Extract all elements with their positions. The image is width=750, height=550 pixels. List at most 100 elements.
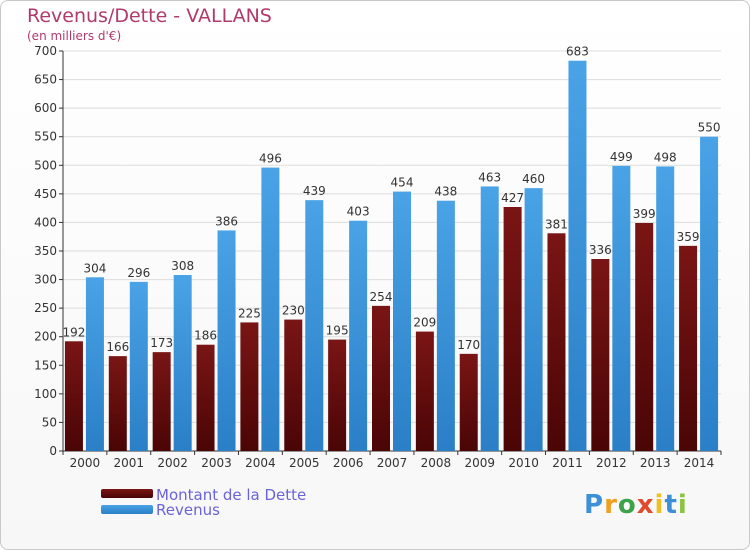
bar-revenue-2002: [173, 275, 192, 451]
x-tick-label-2005: 2005: [289, 456, 320, 470]
x-tick-label-2001: 2001: [114, 456, 145, 470]
bar-debt-2010: [503, 207, 522, 451]
bar-debt-2009: [459, 353, 478, 451]
bar-debt-2011: [547, 233, 566, 451]
legend-swatch-revenue: [101, 505, 153, 514]
bar-debt-2006: [328, 339, 347, 451]
bar-revenue-2000: [85, 277, 104, 451]
bar-debt-2003: [196, 344, 215, 451]
y-tick-label-250: 250: [34, 301, 57, 315]
data-label-revenue-2008: 438: [434, 185, 457, 199]
bar-revenue-2008: [436, 200, 455, 451]
data-label-debt-2013: 399: [633, 207, 656, 221]
y-tick-label-350: 350: [34, 244, 57, 258]
legend-label-debt: Montant de la Dette: [156, 486, 307, 504]
bar-revenue-2012: [612, 165, 631, 451]
y-tick-label-650: 650: [34, 73, 57, 87]
bar-revenue-2011: [568, 60, 587, 451]
x-tick-label-2006: 2006: [333, 456, 364, 470]
y-tick-label-50: 50: [42, 415, 57, 429]
bar-debt-2007: [372, 305, 390, 451]
logo-letter: x: [636, 490, 655, 520]
x-tick-label-2014: 2014: [684, 456, 715, 470]
bar-debt-2005: [284, 319, 303, 451]
data-label-debt-2010: 427: [501, 191, 524, 205]
data-label-debt-2003: 186: [194, 329, 217, 343]
data-label-revenue-2005: 439: [303, 184, 326, 198]
data-label-revenue-2013: 498: [654, 150, 677, 164]
x-tick-label-2008: 2008: [421, 456, 452, 470]
chart-title: Revenus/Dette - VALLANS: [27, 5, 272, 27]
data-label-debt-2008: 209: [413, 316, 436, 330]
data-label-revenue-2004: 496: [259, 152, 282, 166]
data-label-revenue-2009: 463: [478, 170, 501, 184]
data-label-revenue-2001: 296: [127, 266, 150, 280]
data-label-revenue-2007: 454: [391, 176, 414, 190]
bar-debt-2014: [679, 245, 698, 451]
bar-debt-2012: [591, 259, 610, 451]
data-label-debt-2001: 166: [106, 340, 129, 354]
bar-debt-2013: [635, 223, 654, 451]
data-label-revenue-2000: 304: [83, 261, 106, 275]
y-tick-label-0: 0: [49, 444, 57, 458]
data-label-debt-2011: 381: [545, 217, 568, 231]
logo-letter: t: [664, 490, 678, 520]
data-label-debt-2009: 170: [457, 338, 480, 352]
legend-swatch-debt: [101, 489, 153, 498]
bar-revenue-2007: [393, 191, 411, 452]
y-tick-label-150: 150: [34, 358, 57, 372]
x-tick-label-2000: 2000: [70, 456, 101, 470]
x-tick-label-2010: 2010: [508, 456, 539, 470]
x-tick-label-2002: 2002: [157, 456, 188, 470]
bar-revenue-2004: [261, 167, 280, 452]
data-label-revenue-2011: 683: [566, 45, 589, 59]
logo-letter: o: [617, 490, 637, 520]
bar-debt-2002: [152, 352, 171, 451]
chart-subtitle: (en milliers d'€): [27, 29, 122, 43]
bar-revenue-2013: [656, 166, 675, 451]
logo-letter: r: [604, 490, 618, 520]
y-tick-label-100: 100: [34, 387, 57, 401]
bar-debt-2001: [108, 356, 127, 451]
bar-revenue-2010: [524, 188, 543, 451]
logo-letter: i: [654, 490, 665, 520]
bar-revenue-2001: [129, 281, 148, 451]
logo-letter: i: [677, 490, 688, 520]
data-label-revenue-2006: 403: [347, 205, 370, 219]
y-tick-label-200: 200: [34, 330, 57, 344]
bar-revenue-2005: [305, 200, 324, 451]
x-tick-label-2009: 2009: [464, 456, 495, 470]
bar-revenue-2003: [217, 230, 236, 451]
x-tick-label-2011: 2011: [552, 456, 583, 470]
data-label-debt-2004: 225: [238, 306, 261, 320]
x-tick-label-2012: 2012: [596, 456, 627, 470]
bar-revenue-2006: [349, 220, 368, 451]
x-tick-label-2013: 2013: [640, 456, 671, 470]
proxiti-logo: Proxiti: [584, 490, 688, 520]
data-label-debt-2012: 336: [589, 243, 612, 257]
bar-revenue-2014: [700, 136, 719, 451]
logo-letter: P: [584, 490, 605, 520]
data-label-revenue-2002: 308: [171, 259, 194, 273]
y-tick-label-550: 550: [34, 130, 57, 144]
data-label-revenue-2012: 499: [610, 150, 633, 164]
data-label-debt-2014: 359: [677, 230, 700, 244]
bar-debt-2000: [64, 341, 83, 451]
data-label-revenue-2010: 460: [522, 172, 545, 186]
legend-label-revenue: Revenus: [156, 501, 220, 519]
y-tick-label-450: 450: [34, 187, 57, 201]
y-tick-label-700: 700: [34, 44, 57, 58]
data-label-debt-2002: 173: [150, 336, 173, 350]
data-label-debt-2000: 192: [62, 325, 85, 339]
x-tick-label-2003: 2003: [201, 456, 232, 470]
data-label-revenue-2014: 550: [698, 121, 721, 135]
x-tick-label-2007: 2007: [377, 456, 408, 470]
y-tick-label-500: 500: [34, 158, 57, 172]
data-label-revenue-2003: 386: [215, 214, 238, 228]
bar-debt-2008: [415, 331, 434, 451]
bar-revenue-2009: [480, 186, 499, 451]
y-tick-label-600: 600: [34, 101, 57, 115]
y-tick-label-400: 400: [34, 215, 57, 229]
